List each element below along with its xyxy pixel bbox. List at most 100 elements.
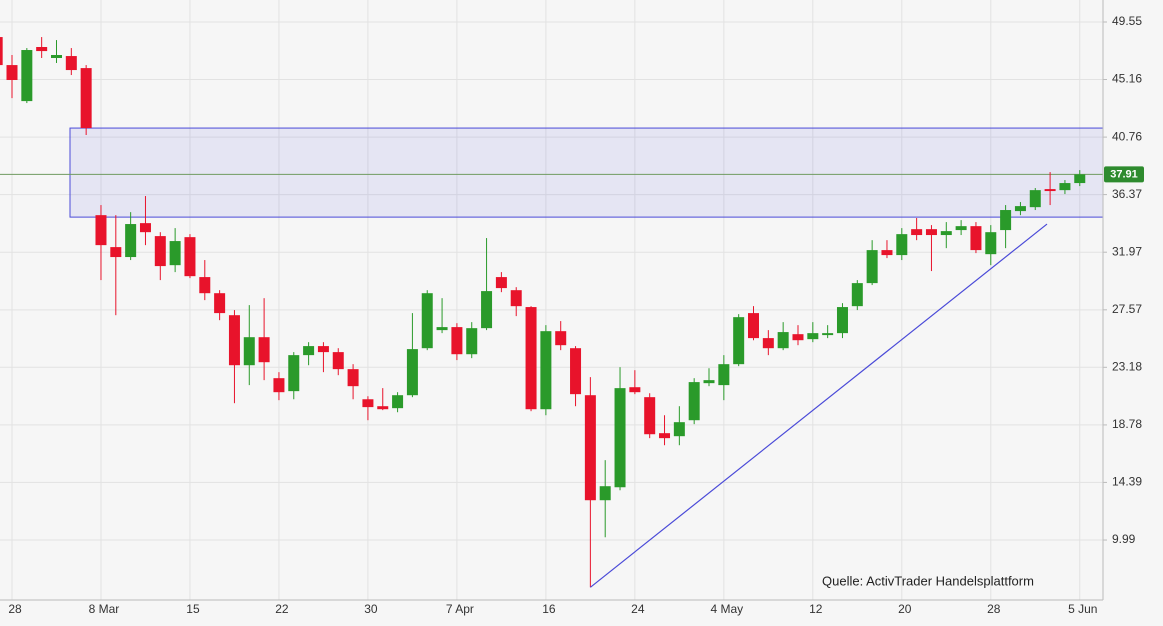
x-tick-label: 15 [186,602,200,616]
candle-body [436,327,448,331]
y-tick-label: 40.76 [1112,129,1142,143]
candle-body [510,290,522,307]
candle-body [822,333,834,336]
source-note: Quelle: ActivTrader Handelsplattform [822,573,1034,588]
y-tick-label: 9.99 [1112,532,1136,546]
candle-body [733,317,745,365]
candle-body [644,397,656,435]
candle-body [985,232,997,255]
candle-body [303,346,315,356]
candle-body [80,68,92,129]
candle-body [866,250,878,284]
candle-body [792,334,804,341]
candle-body [540,331,552,410]
x-tick-label: 8 Mar [89,602,120,616]
candle-body [525,307,537,410]
candle-body [332,352,344,370]
x-tick-label: 24 [631,602,645,616]
candle-body [228,315,240,366]
candle-body [970,226,982,251]
grid [0,0,1103,600]
candle-body [718,364,730,386]
candle-body [940,231,952,236]
last-price-badge [1104,166,1144,183]
candle-body [199,277,211,294]
candle-body [481,291,493,329]
candle-body [288,355,300,392]
candle-body [1044,189,1056,192]
candle-body [584,395,596,501]
y-tick-label: 45.16 [1112,72,1142,86]
y-tick-label: 14.39 [1112,475,1142,489]
x-tick-label: 4 May [710,602,743,616]
candle-body [896,234,908,256]
candle-body [1029,190,1041,208]
candle-body [184,237,196,277]
zone [69,127,1103,218]
candle-body [555,331,567,346]
candle-body [65,56,77,71]
candle-body [243,337,255,366]
candle-body [273,378,285,393]
candle-body [688,382,700,421]
candle-body [599,486,611,501]
x-tick-label: 7 Apr [446,602,474,616]
candle-body [317,346,329,353]
candle-body [777,332,789,349]
x-tick-label: 22 [275,602,289,616]
candle-body [21,50,33,102]
candle-body [851,283,863,307]
trendline [589,223,1048,588]
candle-body [955,226,967,231]
plot-area [0,37,1103,588]
candle-body [807,333,819,340]
y-tick-label: 18.78 [1112,417,1142,431]
candle-body [1059,183,1071,191]
y-tick-label: 27.57 [1112,302,1142,316]
candle-body [347,369,359,387]
candle-body [6,65,18,81]
candle-body [1014,206,1026,212]
axes: 9.99 14.39 18.78 23.18 27.57 31.97 36.37 40.76 4… [8,14,1144,616]
candle-body [110,247,122,258]
candle-body [673,422,685,437]
candle-body [125,224,137,258]
last-price-label: 37.91 [1110,168,1138,180]
candle-body [169,241,181,266]
candle-body [614,388,626,488]
candle-body [911,229,923,236]
x-tick-label: 16 [542,602,556,616]
candle-body [570,348,582,395]
candle-body [406,349,418,396]
candle-body [95,215,107,246]
y-tick-label: 31.97 [1112,244,1142,258]
candle-body [495,277,507,289]
candle-body [836,307,848,334]
candle-body [925,229,937,236]
x-tick-label: 12 [809,602,823,616]
x-tick-label: 20 [898,602,912,616]
candle-body [659,433,671,439]
candle-body [214,293,226,314]
candle-body [1074,174,1086,184]
candle-body [362,399,374,408]
y-tick-label: 36.37 [1112,187,1142,201]
candle-body [748,313,759,339]
x-tick-label: 28 [987,602,1001,616]
candle-body [0,37,3,66]
candle-body [629,387,641,393]
y-tick-label: 23.18 [1112,359,1142,373]
candle-body [392,395,404,409]
candle-body [451,327,463,355]
x-tick-label: 5 Jun [1068,602,1097,616]
x-tick-label: 30 [364,602,378,616]
x-tick-label: 28 [8,602,22,616]
candle-body [36,47,48,52]
candle-body [703,380,715,384]
candle-body [1000,210,1012,231]
candle-body [762,338,774,349]
